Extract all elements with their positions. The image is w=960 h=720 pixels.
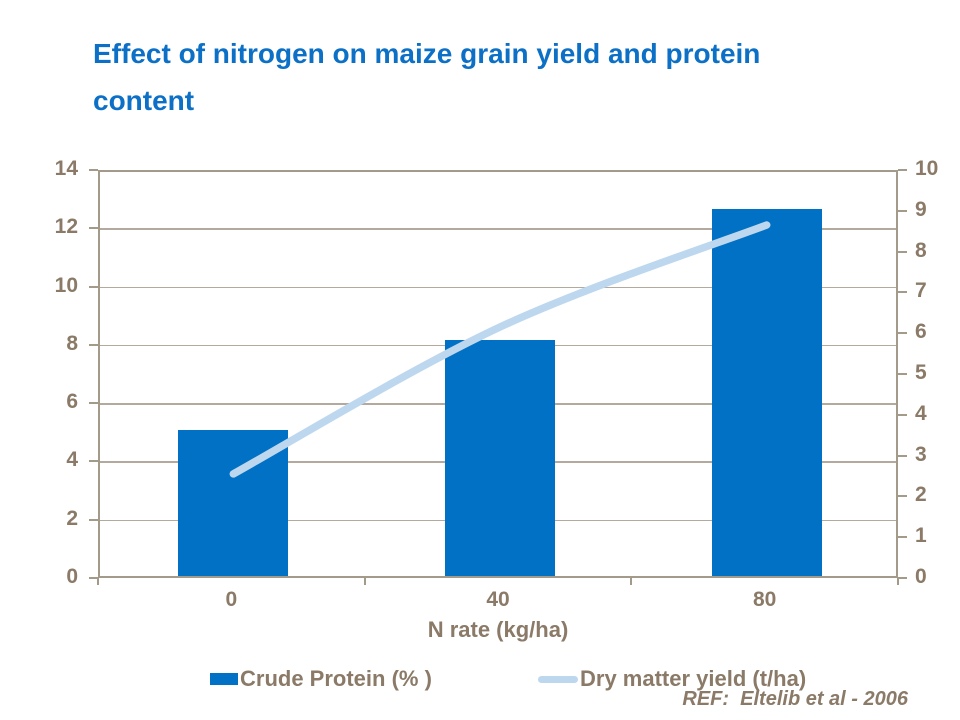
y-left-tick: [89, 518, 98, 521]
legend: Crude Protein (% ) Dry matter yield (t/h…: [0, 662, 960, 696]
y-axis-right-label: 2: [915, 483, 927, 507]
y-axis-left-label: 14: [54, 157, 78, 180]
y-axis-left-label: 12: [54, 215, 78, 239]
y-axis-right-label: 9: [915, 197, 927, 221]
x-axis-tick: [97, 578, 99, 585]
y-left-tick: [89, 460, 98, 463]
gridline: [100, 228, 896, 230]
y-right-tick: [898, 495, 907, 498]
x-axis-title: N rate (kg/ha): [427, 617, 569, 642]
y-axis-left-label: 0: [66, 565, 78, 588]
y-right-tick: [898, 209, 907, 212]
x-axis-tick: [897, 578, 899, 585]
y-axis-left-label: 4: [66, 448, 78, 472]
y-axis-left-label: 10: [54, 273, 78, 297]
y-right-tick: [898, 291, 907, 294]
y-right-tick: [898, 332, 907, 335]
gridline: [100, 286, 896, 289]
y-axis-right-label: 4: [915, 401, 927, 425]
y-axis-left-label: 8: [66, 331, 78, 355]
y-left-tick: [89, 285, 98, 288]
y-right-tick: [898, 250, 907, 253]
y-left-tick: [89, 227, 98, 230]
x-axis-label: 0: [225, 588, 238, 611]
dry-matter-line: [229, 221, 771, 478]
legend-swatch-bar: [210, 673, 238, 685]
y-left-tick: [89, 402, 98, 405]
x-axis-label: 80: [752, 588, 777, 611]
y-axis-right-label: 0: [915, 565, 927, 588]
y-axis-right-label: 3: [915, 442, 927, 466]
bar: [711, 208, 822, 576]
y-right-tick: [898, 373, 907, 375]
line-series-svg: [229, 221, 771, 478]
x-axis-tick: [630, 578, 633, 585]
y-left-tick: [89, 343, 98, 346]
y-axis-right-label: 5: [915, 361, 927, 384]
y-right-tick: [898, 169, 907, 171]
y-axis-left-label: 6: [66, 390, 78, 414]
y-left-tick: [89, 169, 98, 171]
y-right-tick: [898, 413, 907, 416]
x-axis-label: 40: [486, 588, 510, 611]
y-right-tick: [898, 577, 907, 579]
chart-title: Effect of nitrogen on maize grain yield …: [93, 38, 761, 116]
y-axis-right-label: 6: [915, 320, 927, 344]
legend-item-crude-protein: Crude Protein (% ): [210, 662, 432, 696]
x-axis-tick: [363, 578, 366, 585]
legend-swatch-line: [538, 675, 578, 683]
bar: [445, 339, 555, 576]
plot-area: [98, 170, 898, 578]
y-axis-left-label: 2: [66, 506, 78, 530]
legend-label-crude-protein: Crude Protein (% ): [240, 666, 432, 691]
legend-item-dry-matter: Dry matter yield (t/ha): [538, 662, 806, 696]
y-right-tick: [898, 454, 907, 457]
legend-label-dry-matter: Dry matter yield (t/ha): [580, 666, 807, 691]
y-right-tick: [898, 536, 907, 539]
y-axis-right-label: 10: [915, 157, 939, 180]
y-axis-right-label: 8: [915, 238, 927, 262]
ref-citation: REF: Eltelib et al - 2006: [682, 688, 908, 710]
y-axis-right-label: 1: [915, 524, 927, 548]
y-axis-right-label: 7: [915, 279, 927, 303]
y-left-tick: [89, 577, 98, 579]
